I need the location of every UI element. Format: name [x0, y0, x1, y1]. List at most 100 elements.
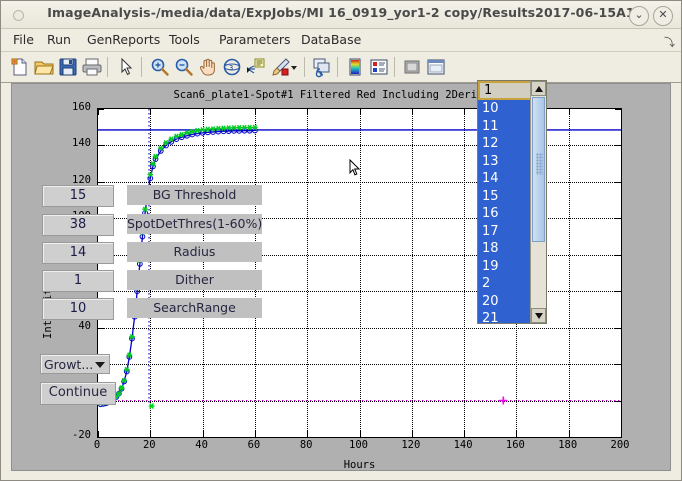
x-axis-title: Hours [343, 459, 376, 471]
series-data-marker [205, 126, 211, 133]
listbox-items[interactable]: 110111213141516171819220212223 [478, 81, 532, 323]
menu-item-genreports[interactable]: GenReports [87, 32, 161, 47]
series-fit-marker [139, 233, 146, 240]
x-axis-tick [621, 109, 622, 115]
toolbar-separator [394, 57, 395, 77]
bg-threshold-label[interactable]: BG Threshold [127, 185, 262, 205]
series-fit-marker [147, 175, 154, 182]
y-axis-tick-label: 140 [72, 137, 91, 150]
x-axis-tick [202, 431, 204, 437]
listbox-item-14[interactable]: 14 [478, 170, 532, 188]
y-axis-tick [615, 364, 621, 366]
y-axis-tick-label: 160 [72, 101, 91, 113]
zoom-in-icon[interactable] [149, 56, 171, 78]
menu-item-run[interactable]: Run [47, 32, 71, 47]
x-axis-tick [307, 109, 309, 115]
listbox-item-19[interactable]: 19 [478, 257, 532, 275]
listbox-item-12[interactable]: 12 [478, 135, 532, 153]
series-data-marker [246, 124, 253, 131]
listbox-item-2[interactable]: 2 [478, 275, 532, 293]
y-axis-tick [615, 109, 621, 110]
new-figure-icon[interactable] [9, 56, 31, 78]
data-cursor-icon[interactable] [245, 56, 267, 78]
listbox-item-10[interactable]: 10 [478, 100, 532, 118]
series-data-marker [215, 125, 222, 132]
continue-button[interactable]: Continue [40, 382, 116, 405]
scroll-down-arrow-icon[interactable] [531, 308, 546, 323]
chevron-down-icon [95, 362, 105, 368]
grid-line-horizontal [98, 364, 621, 366]
growth-mode-value: Growt... [44, 357, 94, 372]
mouse-cursor-icon [349, 158, 361, 177]
listbox-item-20[interactable]: 20 [478, 292, 532, 310]
listbox-scrollbar[interactable] [530, 81, 546, 323]
x-axis-tick [98, 431, 99, 437]
spot-det-thres-label[interactable]: SpotDetThres(1-60%) [127, 214, 262, 234]
scroll-up-arrow-icon[interactable] [531, 81, 546, 96]
dither-label[interactable]: Dither [127, 270, 262, 290]
listbox-item-11[interactable]: 11 [478, 117, 532, 135]
plot-title: Scan6_plate1-Spot#1 Filtered Red Includi… [173, 89, 509, 101]
series-data-marker [220, 125, 227, 131]
dither-value[interactable]: 1 [42, 270, 114, 292]
y-axis-tick [98, 181, 104, 183]
menu-item-database[interactable]: DataBase [301, 32, 362, 47]
series-data-marker [210, 126, 216, 132]
menu-overflow-icon[interactable]: ⤵ [664, 36, 675, 49]
listbox-item-18[interactable]: 18 [478, 240, 532, 258]
x-axis-tick [307, 431, 309, 437]
bg-threshold-value[interactable]: 15 [42, 185, 114, 207]
grid-line-horizontal [98, 291, 621, 293]
window-menu-dot-icon[interactable] [13, 10, 24, 21]
grid-line-vertical [359, 109, 361, 437]
pan-hand-icon[interactable] [197, 56, 219, 78]
colorbar-icon[interactable] [344, 56, 366, 78]
search-range-label[interactable]: SearchRange [127, 298, 262, 318]
listbox-item-17[interactable]: 17 [478, 222, 532, 240]
menu-item-file[interactable]: File [13, 32, 34, 47]
x-axis-tick [464, 431, 466, 437]
y-axis-tick [615, 254, 621, 256]
hide-plot-tools-icon[interactable] [401, 56, 423, 78]
window-collapse-button[interactable]: ⌄ [629, 6, 649, 26]
x-axis-tick [202, 109, 204, 115]
listbox-item-1[interactable]: 1 [478, 81, 532, 100]
listbox-item-15[interactable]: 15 [478, 187, 532, 205]
spot-det-thres-value[interactable]: 38 [42, 214, 114, 236]
rotate-3d-icon[interactable]: 3 [221, 56, 243, 78]
radius-label[interactable]: Radius [127, 242, 262, 262]
save-figure-icon[interactable] [57, 56, 79, 78]
series-data-marker [121, 377, 127, 384]
x-axis-tick [98, 109, 99, 115]
listbox-item-21[interactable]: 21 [478, 310, 532, 323]
y-axis-tick [615, 218, 621, 220]
x-axis-tick [359, 109, 361, 115]
brush-dropdown-arrow-icon[interactable] [289, 56, 299, 78]
print-figure-icon[interactable] [81, 56, 103, 78]
menu-item-parameters[interactable]: Parameters [219, 32, 291, 47]
open-file-icon[interactable] [33, 56, 55, 78]
search-range-value[interactable]: 10 [42, 298, 114, 320]
x-axis-tick [568, 431, 570, 437]
series-data-marker [152, 153, 159, 160]
pointer-select-icon[interactable] [115, 56, 137, 78]
listbox-item-16[interactable]: 16 [478, 205, 532, 223]
brush-data-icon[interactable] [269, 56, 291, 78]
x-axis-tick [150, 109, 152, 115]
menu-item-tools[interactable]: Tools [169, 32, 200, 47]
x-axis-tick-label: 100 [349, 439, 368, 451]
listbox-scroll-thumb[interactable] [532, 97, 545, 242]
x-axis-tick [254, 431, 256, 437]
legend-icon[interactable] [368, 56, 390, 78]
series-data-marker [163, 139, 169, 146]
show-plot-tools-icon[interactable] [425, 56, 447, 78]
window-close-button[interactable]: ✕ [653, 6, 673, 26]
radius-value[interactable]: 14 [42, 242, 114, 264]
growth-mode-dropdown[interactable]: Growt... [40, 354, 110, 374]
listbox-item-13[interactable]: 13 [478, 152, 532, 170]
grid-line-horizontal [98, 145, 621, 147]
y-axis-tick [98, 109, 104, 110]
zoom-out-icon[interactable] [173, 56, 195, 78]
scan-selection-listbox[interactable]: 110111213141516171819220212223 [477, 80, 547, 324]
link-plot-icon[interactable] [311, 56, 333, 78]
